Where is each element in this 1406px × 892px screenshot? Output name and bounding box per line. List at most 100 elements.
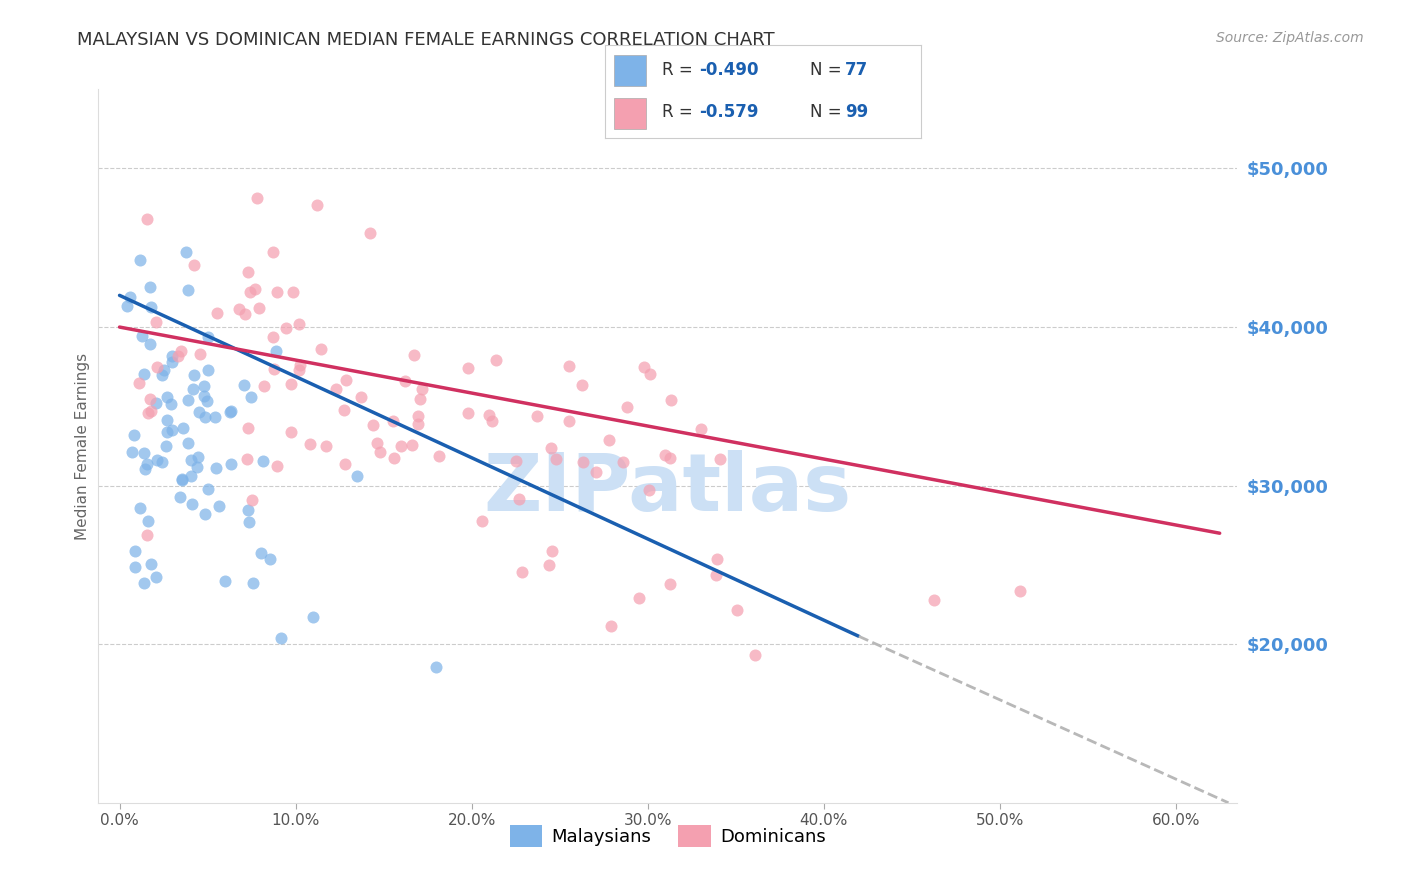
Point — [132, 446, 155, 460]
Point — [408, 417, 430, 431]
Point — [270, 631, 292, 645]
Point — [156, 425, 179, 439]
Point — [128, 376, 150, 391]
Point — [197, 482, 219, 496]
Point — [288, 359, 311, 373]
Point — [141, 300, 163, 314]
Point — [287, 363, 309, 377]
Point — [156, 412, 179, 426]
Point — [136, 514, 159, 528]
Point — [280, 377, 302, 392]
Point — [505, 454, 527, 468]
Point — [249, 545, 271, 559]
Point — [177, 393, 200, 408]
Point — [228, 301, 250, 316]
Point — [134, 367, 156, 381]
Point — [187, 450, 209, 464]
Text: -0.579: -0.579 — [700, 103, 759, 121]
Point — [240, 492, 263, 507]
Point — [315, 439, 337, 453]
Point — [134, 461, 156, 475]
Point — [139, 557, 162, 571]
Point — [124, 428, 146, 442]
Point — [402, 348, 425, 362]
Point — [427, 449, 450, 463]
Point — [219, 404, 242, 418]
Point — [301, 610, 323, 624]
Point — [145, 315, 167, 329]
Point — [457, 407, 479, 421]
Point — [262, 330, 284, 344]
Point — [150, 368, 173, 382]
Point — [628, 591, 651, 605]
Point — [457, 360, 479, 375]
Point — [252, 454, 274, 468]
Text: 99: 99 — [845, 103, 869, 121]
Point — [658, 451, 681, 466]
Point — [233, 307, 256, 321]
Point — [176, 283, 198, 297]
Point — [136, 457, 159, 471]
Text: MALAYSIAN VS DOMINICAN MEDIAN FEMALE EARNINGS CORRELATION CHART: MALAYSIAN VS DOMINICAN MEDIAN FEMALE EAR… — [77, 31, 775, 49]
Point — [659, 577, 682, 591]
Point — [401, 437, 423, 451]
Point — [129, 501, 152, 516]
Point — [181, 382, 204, 396]
Point — [145, 570, 167, 584]
Point — [259, 552, 281, 566]
FancyBboxPatch shape — [614, 98, 645, 129]
Point — [283, 285, 305, 299]
Point — [366, 435, 388, 450]
Point — [180, 469, 202, 483]
Point — [135, 528, 157, 542]
Point — [633, 360, 655, 375]
Point — [325, 382, 347, 396]
Point — [129, 252, 152, 267]
Point — [360, 226, 382, 240]
Y-axis label: Median Female Earnings: Median Female Earnings — [75, 352, 90, 540]
Point — [394, 374, 416, 388]
Point — [193, 388, 215, 402]
Point — [236, 421, 259, 435]
Point — [368, 444, 391, 458]
Point — [247, 301, 270, 316]
Point — [262, 244, 284, 259]
Point — [537, 558, 560, 572]
Point — [253, 379, 276, 393]
Point — [238, 264, 260, 278]
Point — [922, 592, 945, 607]
Point — [541, 544, 564, 558]
Point — [180, 496, 202, 510]
Point — [406, 409, 429, 424]
Point — [155, 439, 177, 453]
Point — [411, 382, 433, 396]
Point — [132, 576, 155, 591]
Point — [333, 457, 356, 471]
Point — [350, 390, 373, 404]
Point — [540, 441, 562, 455]
Point — [146, 453, 169, 467]
Point — [187, 405, 209, 419]
Text: N =: N = — [810, 61, 846, 78]
Point — [382, 414, 405, 428]
Point — [1008, 583, 1031, 598]
Point — [145, 359, 167, 374]
Point — [335, 373, 357, 387]
Point — [264, 343, 287, 358]
Point — [481, 414, 503, 428]
Point — [266, 285, 288, 300]
Point — [150, 454, 173, 468]
Point — [557, 414, 579, 428]
Point — [510, 565, 533, 579]
Point — [124, 560, 146, 574]
Point — [169, 344, 191, 359]
Point — [638, 483, 661, 497]
Point — [194, 508, 217, 522]
Point — [152, 363, 174, 377]
Point — [195, 393, 218, 408]
Point — [478, 409, 501, 423]
Point — [274, 321, 297, 335]
Text: R =: R = — [662, 61, 697, 78]
Point — [266, 459, 288, 474]
Point — [121, 444, 143, 458]
